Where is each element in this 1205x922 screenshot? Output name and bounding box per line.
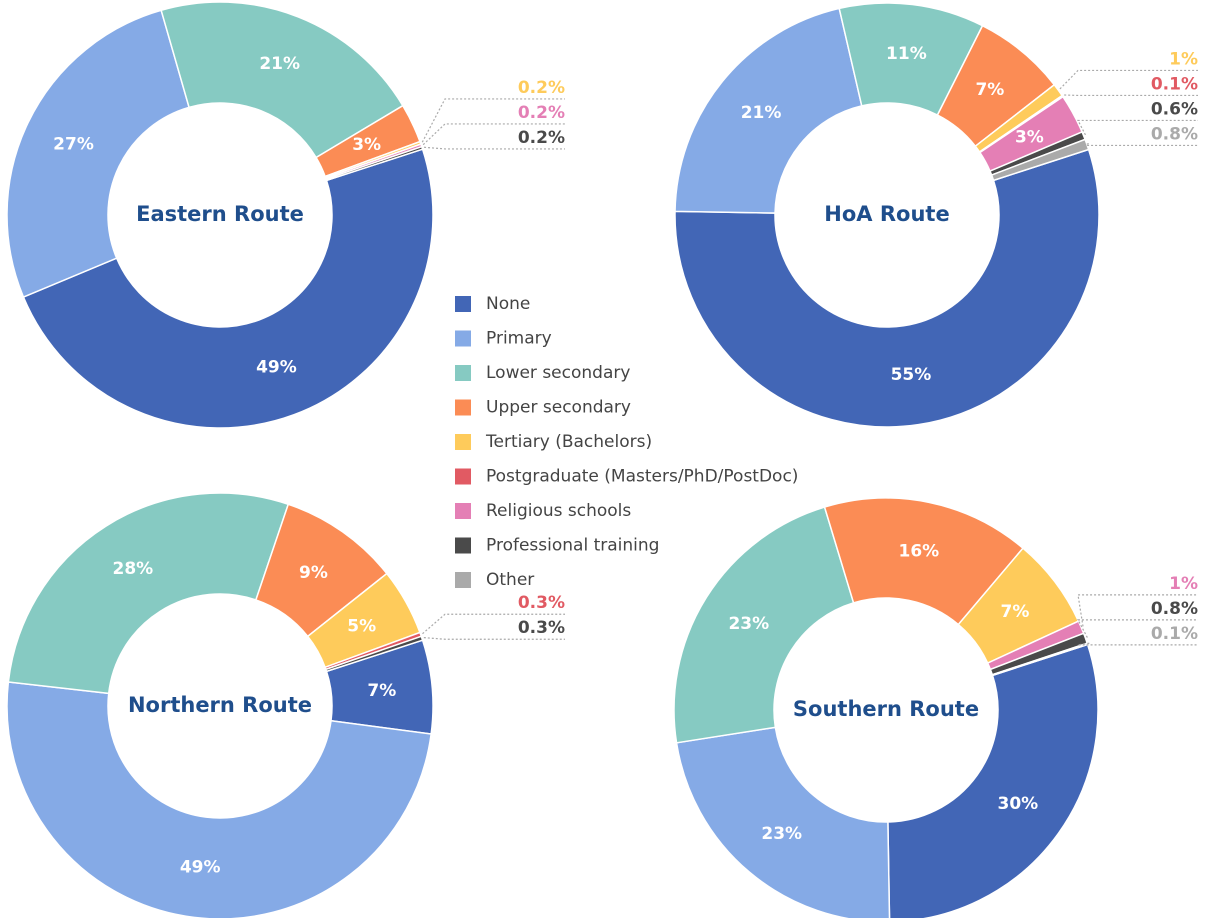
legend-swatch [455, 331, 471, 347]
slice [7, 10, 189, 297]
value-label: 0.2% [518, 128, 565, 148]
value-label: 16% [899, 541, 940, 561]
donut: 49% 27% 21% 3% 0.2% 0.2% 0.2% Eastern Route [7, 2, 565, 428]
legend-label: Professional training [486, 536, 659, 556]
legend-swatch [455, 572, 471, 588]
legend-swatch [455, 503, 471, 519]
value-label: 23% [728, 614, 769, 634]
legend-swatch [455, 400, 471, 416]
chart-title: Eastern Route [136, 202, 304, 226]
value-label: 7% [367, 681, 396, 701]
legend-label: Religious schools [486, 501, 631, 521]
value-label: 0.1% [1151, 74, 1198, 94]
value-label: 3% [352, 135, 381, 155]
donut: 7% 49% 28% 9% 5% 0.3% 0.3% Northern Route [7, 493, 565, 918]
value-label: 23% [761, 824, 802, 844]
legend-swatch [455, 365, 471, 381]
slice [8, 493, 288, 693]
slice [677, 727, 890, 918]
value-label: 0.8% [1151, 599, 1198, 619]
chart-title: HoA Route [824, 202, 949, 226]
value-label: 3% [1015, 128, 1044, 148]
legend-swatch [455, 538, 471, 554]
value-label: 11% [886, 44, 927, 64]
value-label: 1% [1169, 574, 1198, 594]
donut: 55% 21% 11% 7% 3% 1% 0.1% 0.6% 0.8% HoA Route [675, 3, 1198, 427]
value-label: 1% [1169, 49, 1198, 69]
value-label: 49% [256, 357, 297, 377]
legend-label: Other [486, 570, 534, 590]
legend-label: Primary [486, 329, 552, 349]
value-label: 7% [975, 80, 1004, 100]
value-label: 0.3% [518, 593, 565, 613]
value-label: 21% [741, 103, 782, 123]
chart-title: Southern Route [793, 697, 979, 721]
legend-label: Lower secondary [486, 363, 630, 383]
slice [888, 644, 1098, 918]
value-label: 27% [53, 135, 94, 155]
value-label: 0.1% [1151, 624, 1198, 644]
legend-swatch [455, 296, 471, 312]
value-label: 9% [299, 563, 328, 583]
legend-label: None [486, 294, 530, 314]
legend-swatch [455, 434, 471, 450]
value-label: 30% [998, 794, 1039, 814]
value-label: 55% [891, 365, 932, 385]
legend-label: Upper secondary [486, 398, 631, 418]
legend-swatch [455, 469, 471, 485]
value-label: 0.2% [518, 103, 565, 123]
value-label: 0.2% [518, 78, 565, 98]
value-label: 0.8% [1151, 124, 1198, 144]
legend-label: Tertiary (Bachelors) [485, 432, 652, 452]
legend-label: Postgraduate (Masters/PhD/PostDoc) [486, 467, 798, 487]
value-label: 0.6% [1151, 99, 1198, 119]
value-label: 7% [1000, 602, 1029, 622]
value-label: 5% [347, 616, 376, 636]
donut: 30% 23% 23% 16% 7% 1% 0.8% 0.1% Southern Route [674, 498, 1198, 918]
value-label: 49% [180, 857, 221, 877]
chart-title: Northern Route [128, 693, 312, 717]
value-label: 21% [259, 54, 300, 74]
value-label: 28% [113, 559, 154, 579]
value-label: 0.3% [518, 618, 565, 638]
